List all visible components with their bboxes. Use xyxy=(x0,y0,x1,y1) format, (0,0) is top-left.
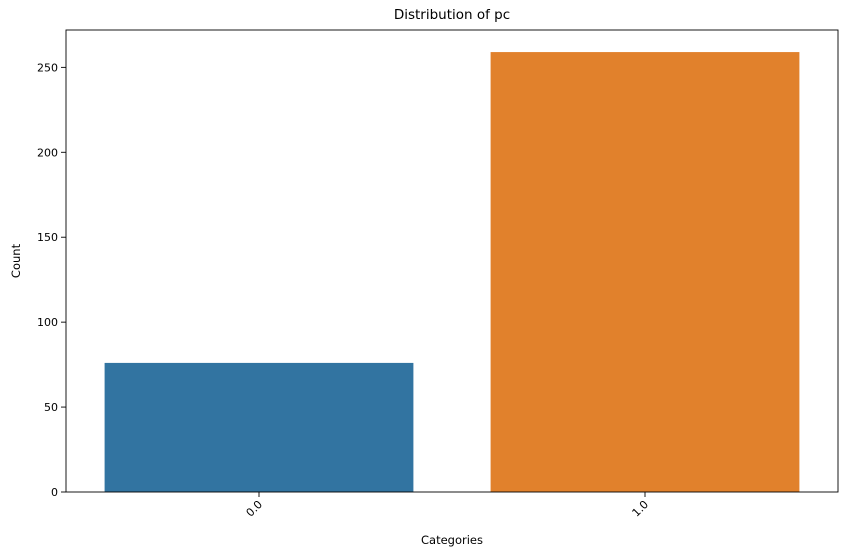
x-tick-label: 0.0 xyxy=(244,498,266,520)
bar-0.0 xyxy=(104,362,414,492)
bar-1.0 xyxy=(490,52,800,493)
bars-group xyxy=(104,52,800,493)
y-tick-label: 200 xyxy=(37,146,58,159)
y-tick-label: 250 xyxy=(37,61,58,74)
y-tick-label: 150 xyxy=(37,231,58,244)
x-tick-label: 1.0 xyxy=(630,498,652,520)
y-tick-label: 0 xyxy=(51,486,58,499)
x-axis-label: Categories xyxy=(421,533,483,547)
x-axis: 0.0 1.0 xyxy=(244,492,652,520)
y-tick-label: 50 xyxy=(44,401,58,414)
y-axis-label: Count xyxy=(9,243,23,278)
chart-title: Distribution of pc xyxy=(394,7,510,23)
plot-frame xyxy=(65,29,839,493)
y-tick-label: 100 xyxy=(37,316,58,329)
y-axis: 0 50 100 150 200 250 xyxy=(37,61,66,499)
